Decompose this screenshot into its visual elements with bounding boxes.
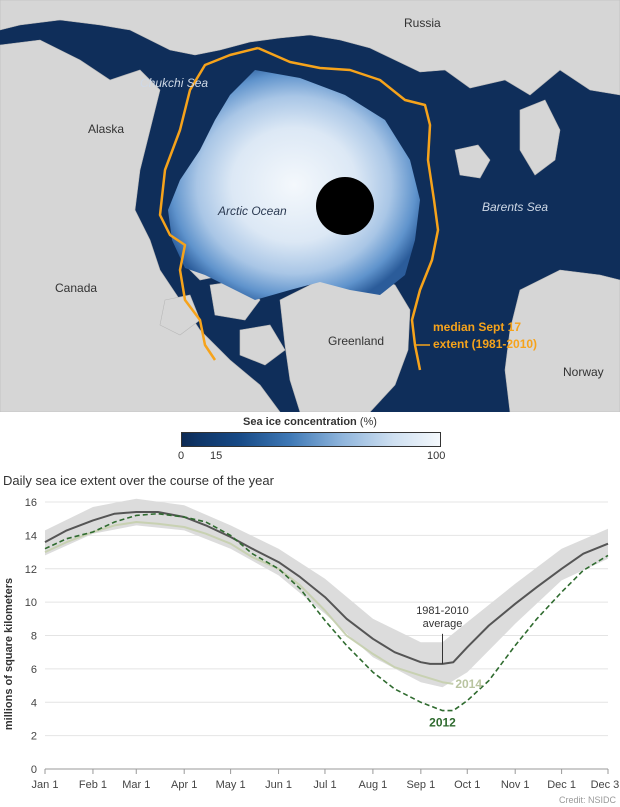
y-tick-label: 0 xyxy=(31,764,37,776)
land-svalbard xyxy=(454,144,491,179)
y-tick-label: 2 xyxy=(31,731,37,743)
land-novaya-zemlya xyxy=(519,99,561,176)
annotation-average-line2: average xyxy=(423,618,463,630)
land-scandinavia xyxy=(504,269,620,412)
label-greenland: Greenland xyxy=(328,334,384,348)
land-north-america xyxy=(0,39,281,412)
series-line-2014 xyxy=(44,521,454,685)
sea-ice-extent xyxy=(168,70,420,300)
x-tick-label: Mar 1 xyxy=(122,779,150,791)
chart-title: Daily sea ice extent over the course of … xyxy=(3,473,274,488)
x-tick-label: Jul 1 xyxy=(313,779,336,791)
x-tick-label: Jan 1 xyxy=(32,779,59,791)
x-tick-label: Dec 1 xyxy=(547,779,576,791)
median-extent-line xyxy=(158,46,440,371)
x-tick-label: Nov 1 xyxy=(501,779,530,791)
legend-title: Sea ice concentration (%) xyxy=(0,416,620,428)
land-russia xyxy=(0,0,620,96)
interdecile-band xyxy=(45,498,608,688)
legend-color-bar xyxy=(181,432,441,447)
annotation-average-line1: 1981-2010 xyxy=(416,605,469,617)
y-tick-label: 6 xyxy=(31,664,37,676)
x-tick-label: Jun 1 xyxy=(265,779,292,791)
x-tick-label: Dec 31 xyxy=(591,779,620,791)
y-axis-label: millions of square kilometers xyxy=(3,578,15,730)
series-line-1981-2010-average xyxy=(44,511,609,665)
label-canada: Canada xyxy=(55,281,97,295)
x-tick-label: Apr 1 xyxy=(171,779,197,791)
y-tick-label: 16 xyxy=(25,497,37,509)
band-interdecile-range xyxy=(45,498,608,688)
x-tick-label: Feb 1 xyxy=(79,779,107,791)
label-median-line2: extent (1981-2010) xyxy=(433,337,537,351)
label-russia: Russia xyxy=(404,16,441,30)
label-alaska: Alaska xyxy=(88,122,124,136)
grid-lines xyxy=(45,501,608,770)
series-line-2012 xyxy=(44,512,609,712)
legend-tick-0: 0 xyxy=(178,450,185,462)
label-barents-sea: Barents Sea xyxy=(482,200,548,214)
legend-tick-15: 15 xyxy=(210,450,223,462)
arctic-sea-ice-map: Russia Chukchi Sea Alaska Arctic Ocean B… xyxy=(0,0,620,412)
y-tick-label: 14 xyxy=(25,530,37,542)
series-label-2014: 2014 xyxy=(455,677,482,691)
y-tick-label: 8 xyxy=(31,631,37,643)
x-tick-label: May 1 xyxy=(216,779,246,791)
label-chukchi-sea: Chukchi Sea xyxy=(140,76,208,90)
credit: Credit: NSIDC xyxy=(559,795,617,805)
label-norway: Norway xyxy=(563,365,604,379)
x-tick-label: Sep 1 xyxy=(406,779,435,791)
y-tick-labels: 0 2 4 6 8 10 12 14 16 xyxy=(25,497,37,776)
series-lines xyxy=(44,511,609,712)
pole-hole xyxy=(316,177,374,235)
concentration-legend: Sea ice concentration (%) 0 15 100 xyxy=(0,412,620,468)
legend-unit: (%) xyxy=(359,416,377,428)
label-median-line1: median Sept 17 xyxy=(433,320,521,334)
land-masses xyxy=(0,0,620,412)
x-tick-labels: Jan 1 Feb 1 Mar 1 Apr 1 May 1 Jun 1 Jul 1 Aug 1… xyxy=(32,769,620,791)
y-tick-label: 4 xyxy=(31,697,37,709)
x-tick-label: Oct 1 xyxy=(454,779,480,791)
y-tick-label: 10 xyxy=(25,597,37,609)
legend-title-text: Sea ice concentration xyxy=(243,416,357,428)
series-label-2012: 2012 xyxy=(429,716,456,730)
label-arctic-ocean: Arctic Ocean xyxy=(217,204,287,218)
y-tick-label: 12 xyxy=(25,564,37,576)
x-tick-label: Aug 1 xyxy=(359,779,388,791)
land-archipelago-4 xyxy=(239,324,286,366)
legend-tick-100: 100 xyxy=(427,450,446,462)
